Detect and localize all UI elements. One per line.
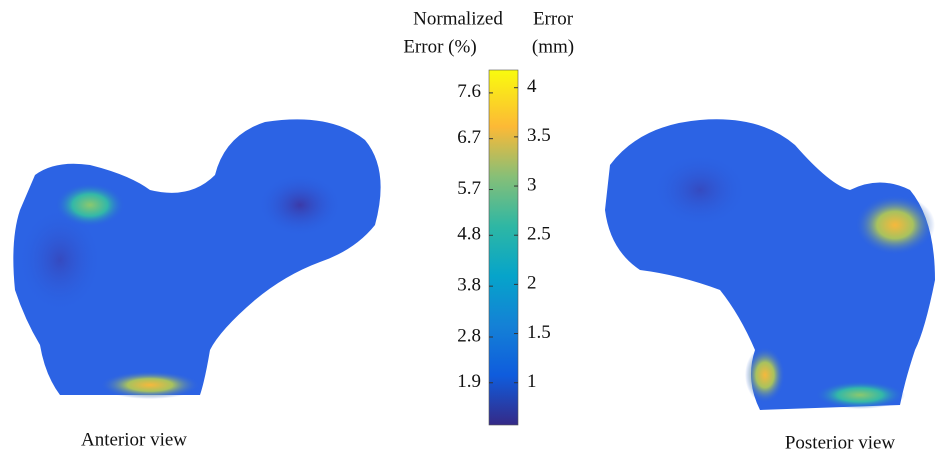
left-tick-label: 2.8 bbox=[457, 325, 481, 346]
left-tick-label: 5.7 bbox=[457, 178, 481, 199]
right-tick-label: 4 bbox=[527, 76, 537, 97]
left-tick-label: 4.8 bbox=[457, 224, 481, 245]
right-tick-label: 3 bbox=[527, 174, 537, 195]
left-tick-label: 1.9 bbox=[457, 371, 481, 392]
colorbar bbox=[489, 70, 518, 425]
left-title: Normalized bbox=[413, 8, 503, 29]
right-tick-label: 2 bbox=[527, 273, 537, 294]
right-tick-label: 1.5 bbox=[527, 322, 551, 343]
left-tick-label: 7.6 bbox=[457, 81, 481, 102]
view-label: Posterior view bbox=[785, 432, 896, 453]
figure: Normalized Error (%) Error (mm) Anterior… bbox=[0, 0, 942, 458]
posterior-femur bbox=[605, 119, 935, 410]
view-label: Anterior view bbox=[81, 429, 187, 450]
right-tick-label: 3.5 bbox=[527, 125, 551, 146]
left-title: Error (%) bbox=[403, 36, 476, 57]
left-tick-label: 6.7 bbox=[457, 127, 481, 148]
right-title: Error bbox=[533, 8, 574, 29]
right-tick-label: 1 bbox=[527, 371, 537, 392]
anterior-femur bbox=[13, 119, 380, 399]
right-tick-label: 2.5 bbox=[527, 224, 551, 245]
left-tick-label: 3.8 bbox=[457, 275, 481, 296]
right-title: (mm) bbox=[532, 36, 574, 57]
